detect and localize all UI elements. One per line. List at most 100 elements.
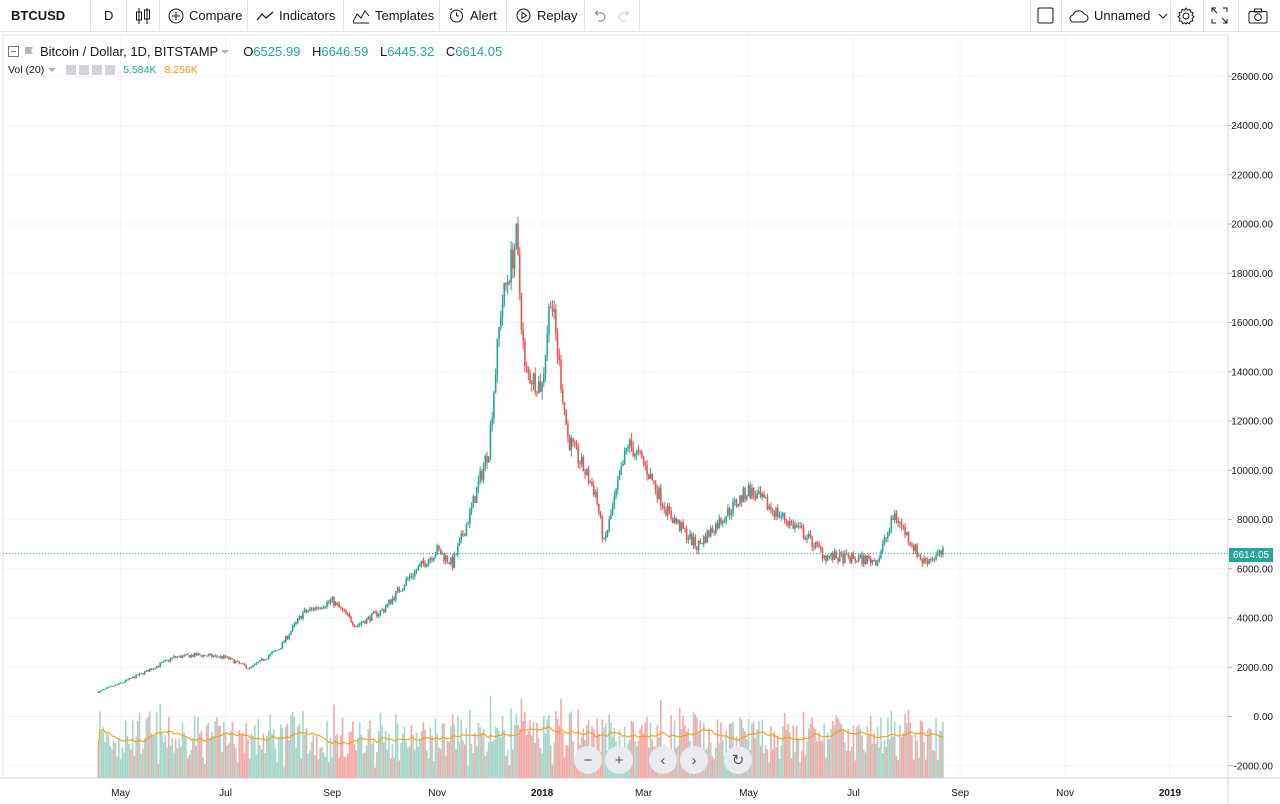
flag-icon[interactable] xyxy=(24,46,34,57)
candle-body xyxy=(778,516,781,518)
volume-bar xyxy=(709,742,712,778)
candle-body xyxy=(475,487,478,503)
volume-bar xyxy=(789,731,791,778)
volume-bar xyxy=(370,743,373,778)
volume-bar xyxy=(813,727,815,778)
volume-bar xyxy=(835,715,838,778)
volume-bar xyxy=(355,750,358,778)
candle-body xyxy=(327,602,330,603)
settings-small-icon[interactable] xyxy=(79,65,90,75)
volume-bar xyxy=(360,735,363,778)
candles-icon xyxy=(136,7,150,24)
candle-body xyxy=(346,613,349,615)
candle-body xyxy=(928,558,930,564)
volume-bar xyxy=(137,721,139,778)
close-icon[interactable] xyxy=(105,65,116,75)
volume-bar xyxy=(905,723,908,778)
indicators-button[interactable]: Indicators xyxy=(256,0,335,31)
candle-body xyxy=(145,670,148,672)
scroll-left-button[interactable]: ‹ xyxy=(649,746,677,774)
zoom-in-button[interactable]: + xyxy=(605,746,633,774)
volume-bar xyxy=(833,725,836,778)
screenshot-button[interactable] xyxy=(1248,0,1268,31)
symbol-search[interactable]: BTCUSD xyxy=(11,0,65,31)
candle-body xyxy=(861,554,863,564)
candle-body xyxy=(789,521,791,526)
candle-body xyxy=(383,609,385,612)
volume-bar xyxy=(832,721,834,778)
volume-bar xyxy=(756,729,758,778)
chevron-down-icon[interactable] xyxy=(221,49,230,55)
volume-bar xyxy=(862,749,865,778)
volume-bar xyxy=(785,730,788,778)
candle-body xyxy=(720,518,722,524)
compare-button[interactable]: Compare xyxy=(168,0,242,31)
fullscreen-square-button[interactable] xyxy=(1037,0,1054,31)
volume-bar xyxy=(930,729,932,778)
candle-body xyxy=(487,457,490,463)
undo-icon xyxy=(594,9,606,21)
redo-button[interactable] xyxy=(618,0,632,31)
eye-icon[interactable] xyxy=(66,65,77,75)
more-icon[interactable] xyxy=(92,65,103,75)
candle-body xyxy=(935,555,937,560)
fullscreen-button[interactable] xyxy=(1211,0,1228,31)
candle-body xyxy=(921,559,924,564)
candle-body xyxy=(546,333,549,356)
candle-body xyxy=(99,690,101,693)
volume-bar xyxy=(807,728,810,778)
volume-bar xyxy=(419,738,421,778)
candle-body xyxy=(558,355,561,360)
volume-bar xyxy=(916,740,918,778)
volume-bar xyxy=(575,761,578,778)
candle-body xyxy=(257,661,260,664)
candle-body xyxy=(684,528,686,530)
reset-chart-button[interactable]: ↻ xyxy=(724,746,752,774)
volume-bar xyxy=(537,738,540,778)
candle-body xyxy=(711,528,714,533)
candle-body xyxy=(355,626,358,628)
scroll-right-button[interactable]: › xyxy=(680,746,708,774)
candle-body xyxy=(856,560,858,562)
candle-body xyxy=(350,616,352,623)
volume-bar xyxy=(460,719,463,778)
volume-bar xyxy=(907,709,910,778)
candle-body xyxy=(369,616,371,621)
alert-button[interactable]: Alert xyxy=(448,0,497,31)
candle-body xyxy=(501,304,504,318)
volume-bar xyxy=(456,715,459,778)
chevron-down-icon[interactable] xyxy=(48,67,57,73)
volume-bar xyxy=(869,715,872,778)
candle-body xyxy=(321,608,323,610)
settings-button[interactable] xyxy=(1177,0,1195,31)
layout-menu[interactable]: Unnamed xyxy=(1069,0,1168,31)
collapse-legend-icon[interactable] xyxy=(8,46,19,57)
volume-bar xyxy=(413,749,416,778)
candle-body xyxy=(931,558,934,561)
volume-bar xyxy=(811,717,813,778)
interval-button[interactable]: D xyxy=(104,0,113,31)
templates-button[interactable]: Templates xyxy=(352,0,434,31)
candle-body xyxy=(764,497,767,499)
candle-body xyxy=(408,576,411,579)
candle-body xyxy=(143,671,146,675)
volume-bar xyxy=(396,723,399,778)
x-tick-label: Sep xyxy=(951,788,969,799)
volume-bar xyxy=(567,745,569,778)
price-chart[interactable]: 26000.00 24000.00 22000.00 20000.00 18000.00… xyxy=(0,33,1280,804)
candle-body xyxy=(288,634,290,639)
volume-bar xyxy=(367,728,370,778)
zoom-out-button[interactable]: − xyxy=(574,746,602,774)
chart-style-button[interactable] xyxy=(135,0,151,31)
candle-body xyxy=(553,309,555,312)
replay-button[interactable]: Replay xyxy=(515,0,577,31)
volume-bar xyxy=(438,747,440,778)
volume-bar xyxy=(186,757,189,778)
volume-bar xyxy=(284,726,287,778)
volume-bar xyxy=(183,733,186,778)
top-toolbar: BTCUSD D Compare Indicators Templates Al… xyxy=(0,0,1280,32)
divider xyxy=(639,0,640,31)
candle-body xyxy=(795,524,798,528)
volume-bar xyxy=(427,758,430,778)
undo-button[interactable] xyxy=(592,0,606,31)
